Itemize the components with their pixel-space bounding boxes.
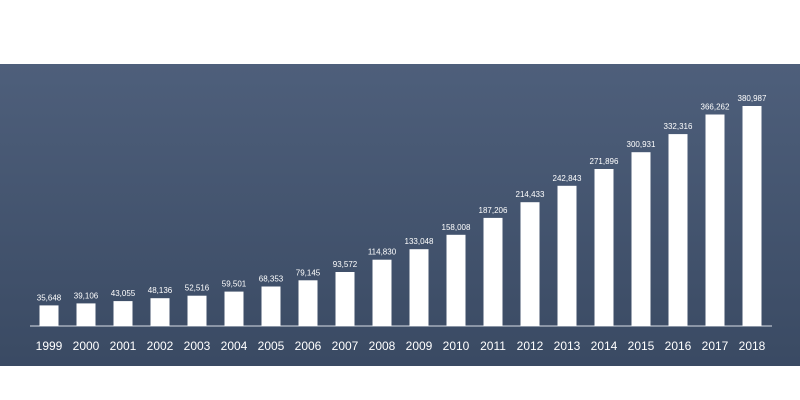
bar-2012 xyxy=(520,202,540,326)
bar-2006 xyxy=(298,280,318,326)
x-tick-label-2015: 2015 xyxy=(628,339,655,353)
value-label-2002: 48,136 xyxy=(148,286,173,295)
x-tick-label-2001: 2001 xyxy=(110,339,137,353)
x-tick-label-2016: 2016 xyxy=(665,339,692,353)
x-tick-label-1999: 1999 xyxy=(36,339,63,353)
value-label-1999: 35,648 xyxy=(37,293,62,302)
value-labels-group: 35,648 39,106 43,055 48,136 52,516 59,501 68,3… xyxy=(37,94,767,302)
value-label-2013: 242,843 xyxy=(553,174,582,183)
x-tick-label-2010: 2010 xyxy=(443,339,470,353)
value-label-2001: 43,055 xyxy=(111,289,136,298)
bar-2015 xyxy=(631,152,651,326)
x-tick-label-2007: 2007 xyxy=(332,339,359,353)
x-tick-label-2018: 2018 xyxy=(739,339,766,353)
bar-2014 xyxy=(594,169,614,326)
value-label-2011: 187,206 xyxy=(479,206,508,215)
bar-2011 xyxy=(483,217,503,326)
x-tick-label-2000: 2000 xyxy=(73,339,100,353)
bar-2010 xyxy=(446,234,466,326)
value-label-2016: 332,316 xyxy=(664,122,693,131)
value-label-2006: 79,145 xyxy=(296,268,321,277)
bar-2018 xyxy=(742,106,762,326)
value-label-2003: 52,516 xyxy=(185,284,210,293)
x-tick-label-2011: 2011 xyxy=(480,339,506,353)
bar-2007 xyxy=(335,272,355,326)
x-tick-label-2009: 2009 xyxy=(406,339,433,353)
value-label-2009: 133,048 xyxy=(405,237,434,246)
x-tick-label-2012: 2012 xyxy=(517,339,544,353)
bar-2009 xyxy=(409,249,429,326)
bar-2002 xyxy=(150,298,170,326)
x-tick-labels-group: 1999 2000 2001 2002 2003 2004 2005 2006 2007 2008… xyxy=(36,339,766,353)
value-label-2010: 158,008 xyxy=(442,223,471,232)
bar-chart: 35,648 39,106 43,055 48,136 52,516 59,501 68,3… xyxy=(30,94,772,353)
bar-2008 xyxy=(372,259,392,326)
value-label-2007: 93,572 xyxy=(333,260,358,269)
x-tick-label-2002: 2002 xyxy=(147,339,174,353)
bars-group xyxy=(39,106,762,326)
x-tick-label-2013: 2013 xyxy=(554,339,581,353)
x-tick-label-2017: 2017 xyxy=(702,339,729,353)
value-label-2004: 59,501 xyxy=(222,280,247,289)
bar-2001 xyxy=(113,301,133,326)
chart-panel: 35,648 39,106 43,055 48,136 52,516 59,501 68,3… xyxy=(0,64,800,366)
bar-2005 xyxy=(261,286,281,326)
value-label-2015: 300,931 xyxy=(627,140,656,149)
bar-2003 xyxy=(187,295,207,326)
bar-2013 xyxy=(557,185,577,326)
bar-2017 xyxy=(705,114,725,326)
x-tick-label-2014: 2014 xyxy=(591,339,618,353)
x-tick-label-2003: 2003 xyxy=(184,339,211,353)
x-tick-label-2004: 2004 xyxy=(221,339,248,353)
bar-1999 xyxy=(39,305,59,326)
x-tick-label-2006: 2006 xyxy=(295,339,322,353)
bar-2016 xyxy=(668,134,688,326)
value-label-2005: 68,353 xyxy=(259,275,284,284)
bar-2004 xyxy=(224,291,244,326)
value-label-2018: 380,987 xyxy=(738,94,767,103)
value-label-2000: 39,106 xyxy=(74,291,99,300)
x-tick-label-2008: 2008 xyxy=(369,339,396,353)
value-label-2014: 271,896 xyxy=(590,157,619,166)
value-label-2008: 114,830 xyxy=(368,248,397,257)
value-label-2012: 214,433 xyxy=(516,190,545,199)
bar-2000 xyxy=(76,303,96,326)
value-label-2017: 366,262 xyxy=(701,103,730,112)
x-tick-label-2005: 2005 xyxy=(258,339,285,353)
